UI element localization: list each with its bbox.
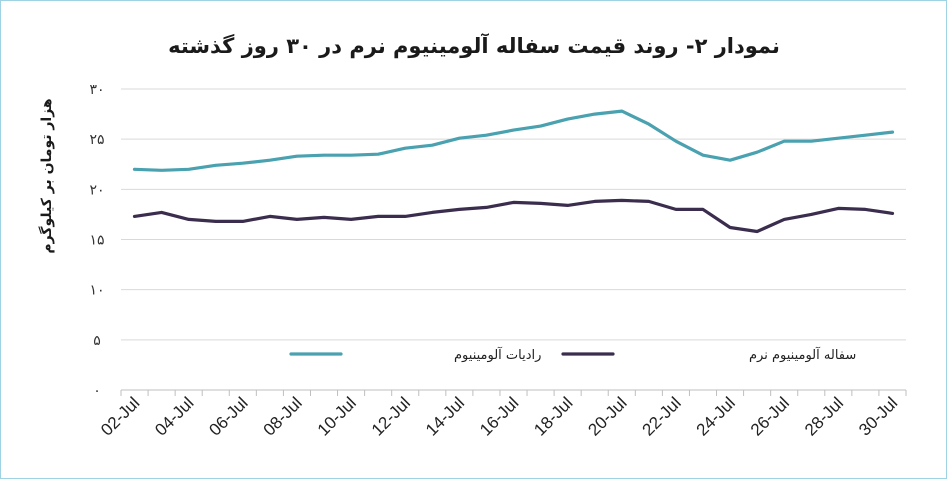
- x-tick-label: 18-Jul: [530, 393, 576, 439]
- y-tick-label: ۳۰: [89, 82, 104, 98]
- y-tick-label: ۱۰: [89, 283, 104, 299]
- x-tick-label: 14-Jul: [422, 393, 468, 439]
- x-tick-label: 02-Jul: [97, 393, 143, 439]
- series-line: [132, 198, 895, 234]
- y-axis-ticks: ۰ ۵ ۱۰ ۱۵ ۲۰ ۲۵ ۳۰: [89, 82, 104, 399]
- x-tick-label: 26-Jul: [747, 393, 793, 439]
- x-tick-label: 28-Jul: [801, 393, 847, 439]
- x-tick-label: 24-Jul: [693, 393, 739, 439]
- y-axis-label: هزار تومان بر کیلوگرم: [38, 98, 55, 253]
- axes: [120, 389, 907, 396]
- y-tick-label: ۲۵: [89, 132, 104, 148]
- series-line: [132, 109, 895, 172]
- legend-label: سفاله آلومینیوم نرم: [749, 346, 856, 363]
- x-tick-label: 08-Jul: [260, 393, 306, 439]
- x-tick-label: 16-Jul: [476, 393, 522, 439]
- x-tick-label: 22-Jul: [639, 393, 685, 439]
- x-tick-label: 06-Jul: [205, 393, 251, 439]
- x-tick-label: 20-Jul: [584, 393, 630, 439]
- legend: رادیات آلومینیوم سفاله آلومینیوم نرم: [289, 346, 856, 363]
- y-tick-label: ۰: [93, 383, 101, 399]
- y-tick-label: ۵: [93, 333, 101, 349]
- series-lines: [132, 109, 895, 234]
- legend-label: رادیات آلومینیوم: [454, 346, 541, 363]
- x-tick-label: 30-Jul: [855, 393, 901, 439]
- y-tick-label: ۱۵: [89, 233, 104, 249]
- gridlines: [121, 88, 906, 341]
- y-tick-label: ۲۰: [89, 182, 104, 198]
- x-tick-label: 10-Jul: [314, 393, 360, 439]
- x-tick-label: 12-Jul: [368, 393, 414, 439]
- x-axis-ticks: 02-Jul 04-Jul 06-Jul 08-Jul 10-Jul 12-Jul 14-J…: [97, 393, 901, 439]
- chart-title: نمودار ۲- روند قیمت سفاله آلومینیوم نرم …: [168, 33, 780, 58]
- x-tick-label: 04-Jul: [151, 393, 197, 439]
